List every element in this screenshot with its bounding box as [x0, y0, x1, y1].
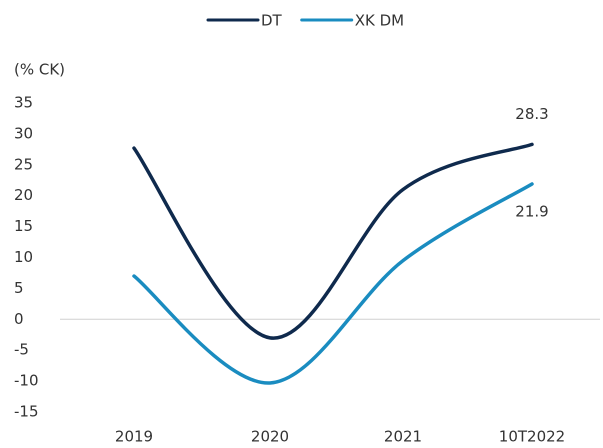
- y-tick-label: 10: [14, 248, 33, 266]
- x-tick-label: 10T2022: [499, 428, 565, 446]
- y-tick-label: -15: [14, 403, 39, 421]
- x-tick-label: 2020: [251, 428, 289, 446]
- y-tick-label: 20: [14, 186, 33, 204]
- data-label: 28.3: [515, 105, 548, 123]
- y-tick-label: 0: [14, 310, 24, 328]
- y-tick-label: 30: [14, 124, 33, 142]
- y-tick-label: -5: [14, 341, 29, 359]
- y-tick-label: 25: [14, 155, 33, 173]
- y-tick-label: 15: [14, 217, 33, 235]
- y-axis-label: (% CK): [14, 61, 65, 79]
- y-tick-label: 5: [14, 279, 24, 297]
- data-label: 21.9: [515, 202, 548, 220]
- x-tick-label: 2021: [384, 428, 422, 446]
- series-line: [132, 182, 534, 385]
- legend-label: XK DM: [355, 12, 404, 30]
- y-tick-label: 35: [14, 94, 33, 112]
- x-tick-label: 2019: [115, 428, 153, 446]
- legend-label: DT: [261, 12, 283, 30]
- y-tick-label: -10: [14, 372, 39, 390]
- series-line: [132, 142, 534, 340]
